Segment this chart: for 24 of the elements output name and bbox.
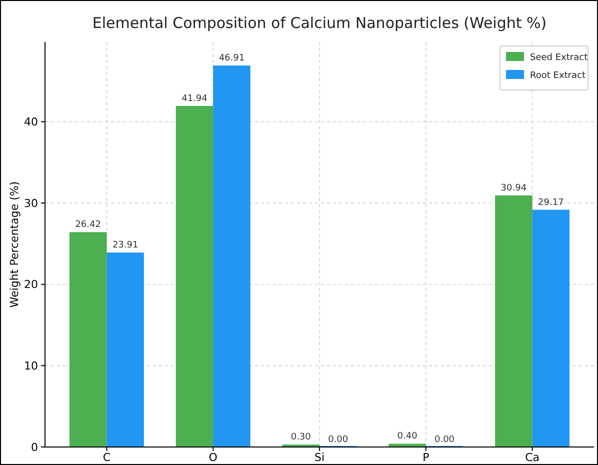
y-tick-label: 20 bbox=[24, 278, 38, 292]
legend-label: Root Extract bbox=[530, 71, 586, 81]
legend-label: Seed Extract bbox=[530, 53, 588, 63]
data-label: 29.17 bbox=[538, 198, 564, 208]
data-label: 41.94 bbox=[182, 94, 208, 104]
data-label: 0.40 bbox=[397, 432, 418, 442]
data-label: 0.30 bbox=[290, 432, 312, 443]
data-label: 0.00 bbox=[328, 435, 348, 445]
data-label: 46.91 bbox=[218, 54, 245, 64]
x-tick-label: Si bbox=[314, 451, 325, 464]
data-label: 30.94 bbox=[500, 183, 527, 194]
data-label: 23.91 bbox=[112, 240, 138, 251]
x-tick-label: P bbox=[422, 451, 430, 464]
data-label: 0.00 bbox=[434, 435, 455, 445]
x-tick-label: O bbox=[208, 451, 218, 464]
data-label: 26.42 bbox=[75, 220, 101, 230]
x-tick-label: C bbox=[102, 451, 111, 464]
chart-title: Elemental Composition of Calcium Nanoparticles (Weight %) bbox=[92, 14, 547, 32]
y-tick-label: 40 bbox=[24, 116, 38, 129]
y-tick-label: 10 bbox=[24, 360, 38, 373]
y-tick-label: 30 bbox=[24, 196, 38, 210]
y-tick-label: 0 bbox=[31, 440, 38, 454]
x-tick-label: Ca bbox=[525, 451, 540, 464]
y-axis-title: Weight Percentage (%) bbox=[8, 181, 21, 308]
